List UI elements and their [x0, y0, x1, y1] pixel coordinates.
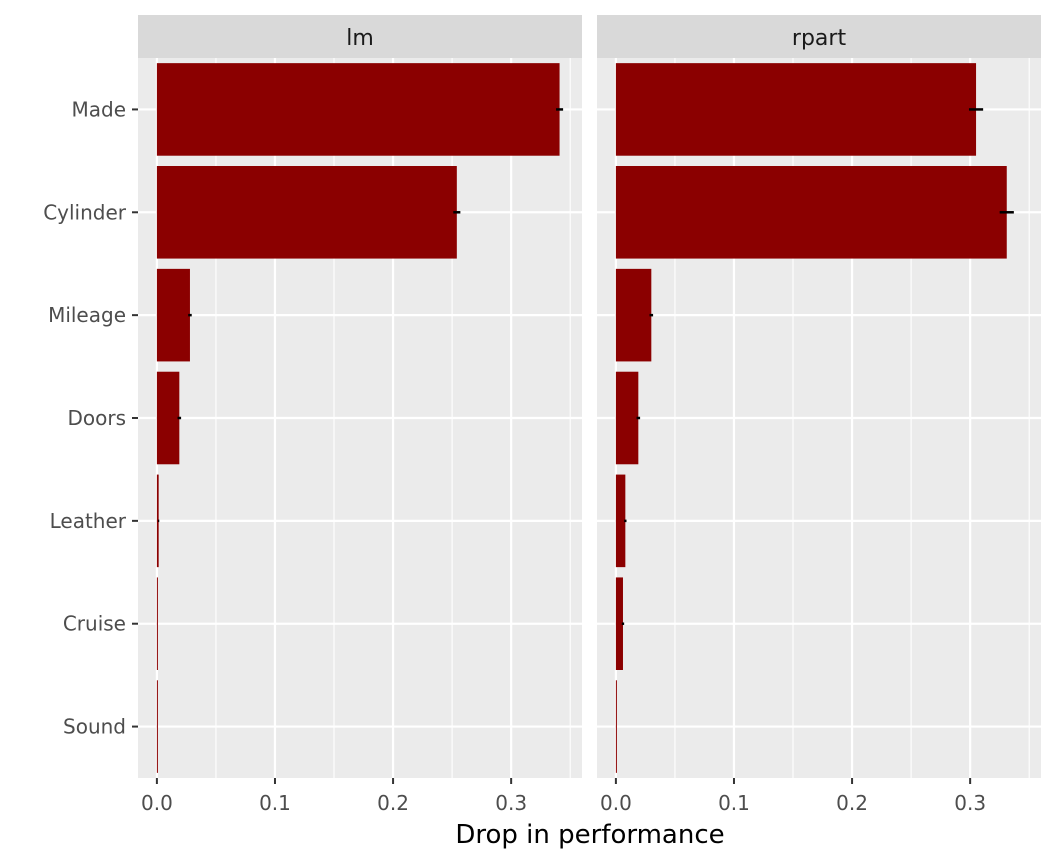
- strip-label-rpart: rpart: [792, 26, 847, 51]
- bar-rpart-doors: [615, 371, 639, 465]
- x-tick-label: 0.3: [954, 791, 986, 815]
- bar-lm-cruise: [156, 577, 158, 670]
- y-tick-label-cylinder: Cylinder: [43, 200, 127, 224]
- y-tick-label-cruise: Cruise: [63, 612, 126, 636]
- bar-lm-made: [156, 63, 560, 156]
- bar-lm-sound: [156, 680, 158, 773]
- y-tick-label-sound: Sound: [63, 715, 126, 739]
- facet-panel-lm: lm 0.0 0.1 0.2 0.3: [138, 15, 582, 815]
- x-tick-label: 0.2: [377, 791, 409, 815]
- y-tick-label-leather: Leather: [50, 509, 127, 533]
- x-axis-title: Drop in performance: [455, 820, 724, 850]
- y-tick-label-mileage: Mileage: [48, 303, 126, 327]
- x-tick-label: 0.1: [259, 791, 291, 815]
- bar-lm-cylinder: [156, 166, 457, 259]
- strip-background: [597, 15, 1041, 58]
- strip-label-lm: lm: [346, 26, 374, 51]
- y-axis: Made Cylinder Mileage Doors Leather Cruise Sou…: [43, 97, 138, 739]
- bar-rpart-cylinder: [615, 166, 1007, 259]
- bar-lm-doors: [156, 371, 180, 465]
- x-tick-label: 0.2: [836, 791, 868, 815]
- bar-lm-leather: [156, 474, 159, 568]
- y-tick-label-doors: Doors: [67, 406, 126, 430]
- x-tick-label: 0.0: [600, 791, 632, 815]
- x-tick-label: 0.3: [495, 791, 527, 815]
- bar-lm-mileage: [156, 268, 190, 362]
- y-tick-label-made: Made: [71, 97, 126, 121]
- bar-rpart-cruise: [615, 577, 623, 670]
- facet-panel-rpart: rpart 0.0 0.1 0.2 0.3: [597, 15, 1041, 815]
- bar-rpart-leather: [615, 474, 626, 568]
- bar-rpart-made: [615, 63, 977, 156]
- bar-rpart-mileage: [615, 268, 652, 362]
- strip-background: [138, 15, 582, 58]
- bar-rpart-sound: [615, 680, 617, 773]
- x-tick-label: 0.0: [141, 791, 173, 815]
- x-tick-label: 0.1: [718, 791, 750, 815]
